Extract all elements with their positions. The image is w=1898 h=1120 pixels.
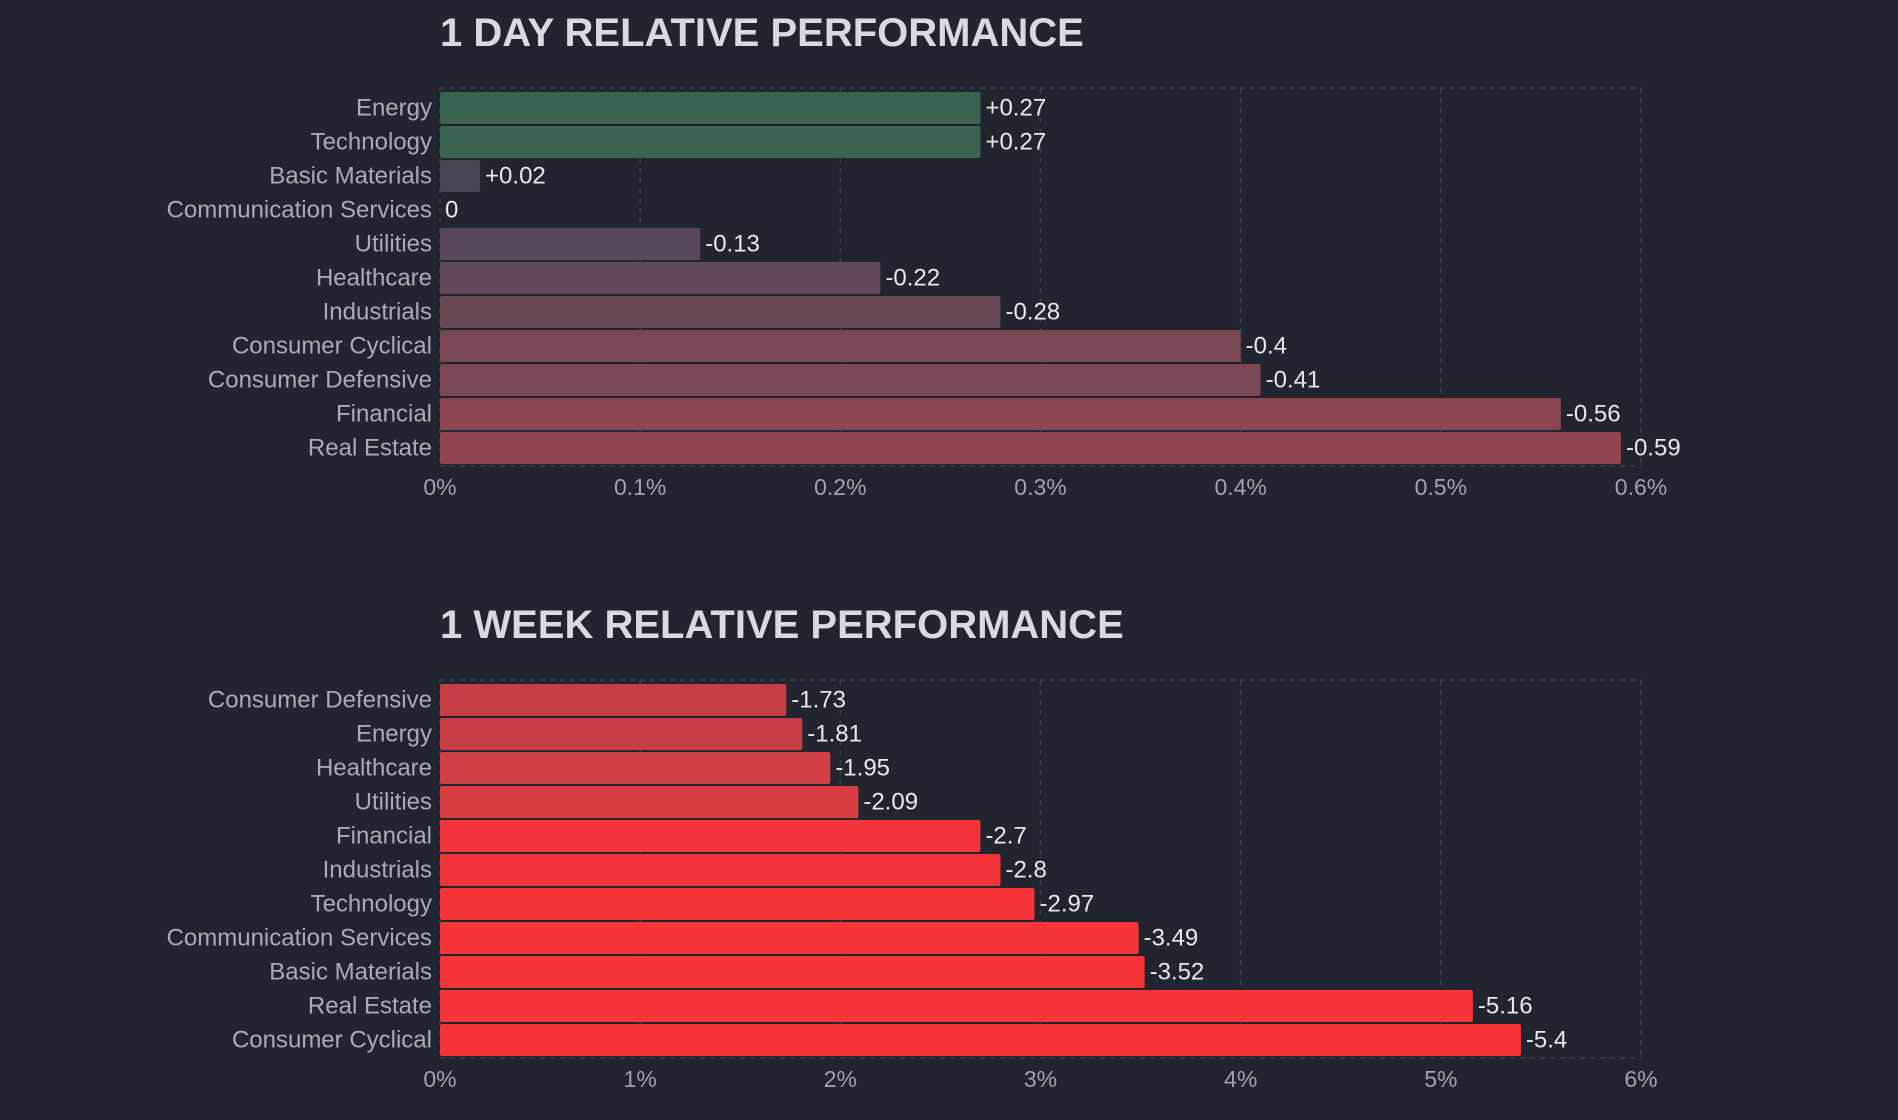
- value-label: -1.95: [835, 755, 890, 782]
- x-tick-label: 5%: [1424, 1066, 1457, 1092]
- value-label: -5.4: [1526, 1027, 1567, 1054]
- bar: [440, 786, 859, 818]
- value-label: +0.27: [985, 95, 1046, 122]
- x-tick-label: 4%: [1224, 1066, 1257, 1092]
- value-label: -3.49: [1144, 925, 1199, 952]
- chart-title: 1 DAY RELATIVE PERFORMANCE: [440, 11, 1084, 55]
- bar: [440, 432, 1621, 464]
- value-label: -5.16: [1478, 993, 1533, 1020]
- value-label: -1.81: [807, 721, 862, 748]
- value-label: -0.13: [705, 231, 760, 258]
- bar: [440, 1024, 1521, 1056]
- value-label: -0.4: [1246, 333, 1287, 360]
- x-tick-label: 0.6%: [1615, 474, 1667, 500]
- category-label: Consumer Defensive: [208, 367, 432, 394]
- x-tick-label: 0.4%: [1214, 474, 1266, 500]
- x-tick-label: 2%: [824, 1066, 857, 1092]
- value-label: -0.59: [1626, 435, 1681, 462]
- category-label: Communication Services: [167, 197, 432, 224]
- bar: [440, 820, 981, 852]
- value-label: -1.73: [791, 687, 846, 714]
- category-label: Real Estate: [308, 993, 432, 1020]
- chart-title: 1 WEEK RELATIVE PERFORMANCE: [440, 603, 1124, 647]
- value-label: -2.09: [863, 789, 918, 816]
- category-label: Utilities: [355, 789, 432, 816]
- bar: [440, 684, 787, 716]
- category-label: Real Estate: [308, 435, 432, 462]
- value-label: -3.52: [1150, 959, 1205, 986]
- category-label: Technology: [311, 891, 432, 918]
- bar: [440, 990, 1473, 1022]
- bar: [440, 718, 803, 750]
- bar: [440, 160, 481, 192]
- bar: [440, 752, 831, 784]
- x-tick-label: 3%: [1024, 1066, 1057, 1092]
- bar: [440, 364, 1261, 396]
- x-tick-label: 0%: [423, 474, 456, 500]
- value-label: +0.02: [485, 163, 546, 190]
- category-label: Healthcare: [316, 755, 432, 782]
- category-label: Consumer Defensive: [208, 687, 432, 714]
- x-tick-label: 0.1%: [614, 474, 666, 500]
- value-label: -2.8: [1005, 857, 1046, 884]
- value-label: 0: [445, 197, 458, 224]
- value-label: +0.27: [985, 129, 1046, 156]
- category-label: Healthcare: [316, 265, 432, 292]
- bar: [440, 228, 701, 260]
- category-label: Industrials: [323, 299, 432, 326]
- bar: [440, 922, 1139, 954]
- x-tick-label: 1%: [624, 1066, 657, 1092]
- value-label: -2.7: [985, 823, 1026, 850]
- category-label: Utilities: [355, 231, 432, 258]
- bar: [440, 330, 1241, 362]
- value-label: -0.56: [1566, 401, 1621, 428]
- category-label: Technology: [311, 129, 432, 156]
- value-label: -0.41: [1266, 367, 1321, 394]
- bar: [440, 296, 1001, 328]
- bar: [440, 398, 1561, 430]
- category-label: Basic Materials: [269, 959, 432, 986]
- category-label: Industrials: [323, 857, 432, 884]
- category-label: Financial: [336, 401, 432, 428]
- bar: [440, 126, 981, 158]
- x-tick-label: 6%: [1624, 1066, 1657, 1092]
- x-tick-label: 0.3%: [1014, 474, 1066, 500]
- value-label: -2.97: [1039, 891, 1094, 918]
- bar-chart-2: 1 WEEK RELATIVE PERFORMANCE Consumer Defe…: [167, 603, 1658, 1092]
- category-label: Basic Materials: [269, 163, 432, 190]
- bar: [440, 262, 881, 294]
- x-tick-label: 0.2%: [814, 474, 866, 500]
- value-label: -0.22: [885, 265, 940, 292]
- bar-chart-1: 1 DAY RELATIVE PERFORMANCE Energy +0.27 Tec…: [167, 11, 1681, 500]
- bar: [440, 92, 981, 124]
- x-tick-label: 0%: [423, 1066, 456, 1092]
- bar: [440, 888, 1035, 920]
- category-label: Consumer Cyclical: [232, 333, 432, 360]
- category-label: Financial: [336, 823, 432, 850]
- bar: [440, 956, 1145, 988]
- category-label: Consumer Cyclical: [232, 1027, 432, 1054]
- bar: [440, 854, 1001, 886]
- value-label: -0.28: [1005, 299, 1060, 326]
- category-label: Communication Services: [167, 925, 432, 952]
- category-label: Energy: [356, 721, 432, 748]
- category-label: Energy: [356, 95, 432, 122]
- x-tick-label: 0.5%: [1415, 474, 1467, 500]
